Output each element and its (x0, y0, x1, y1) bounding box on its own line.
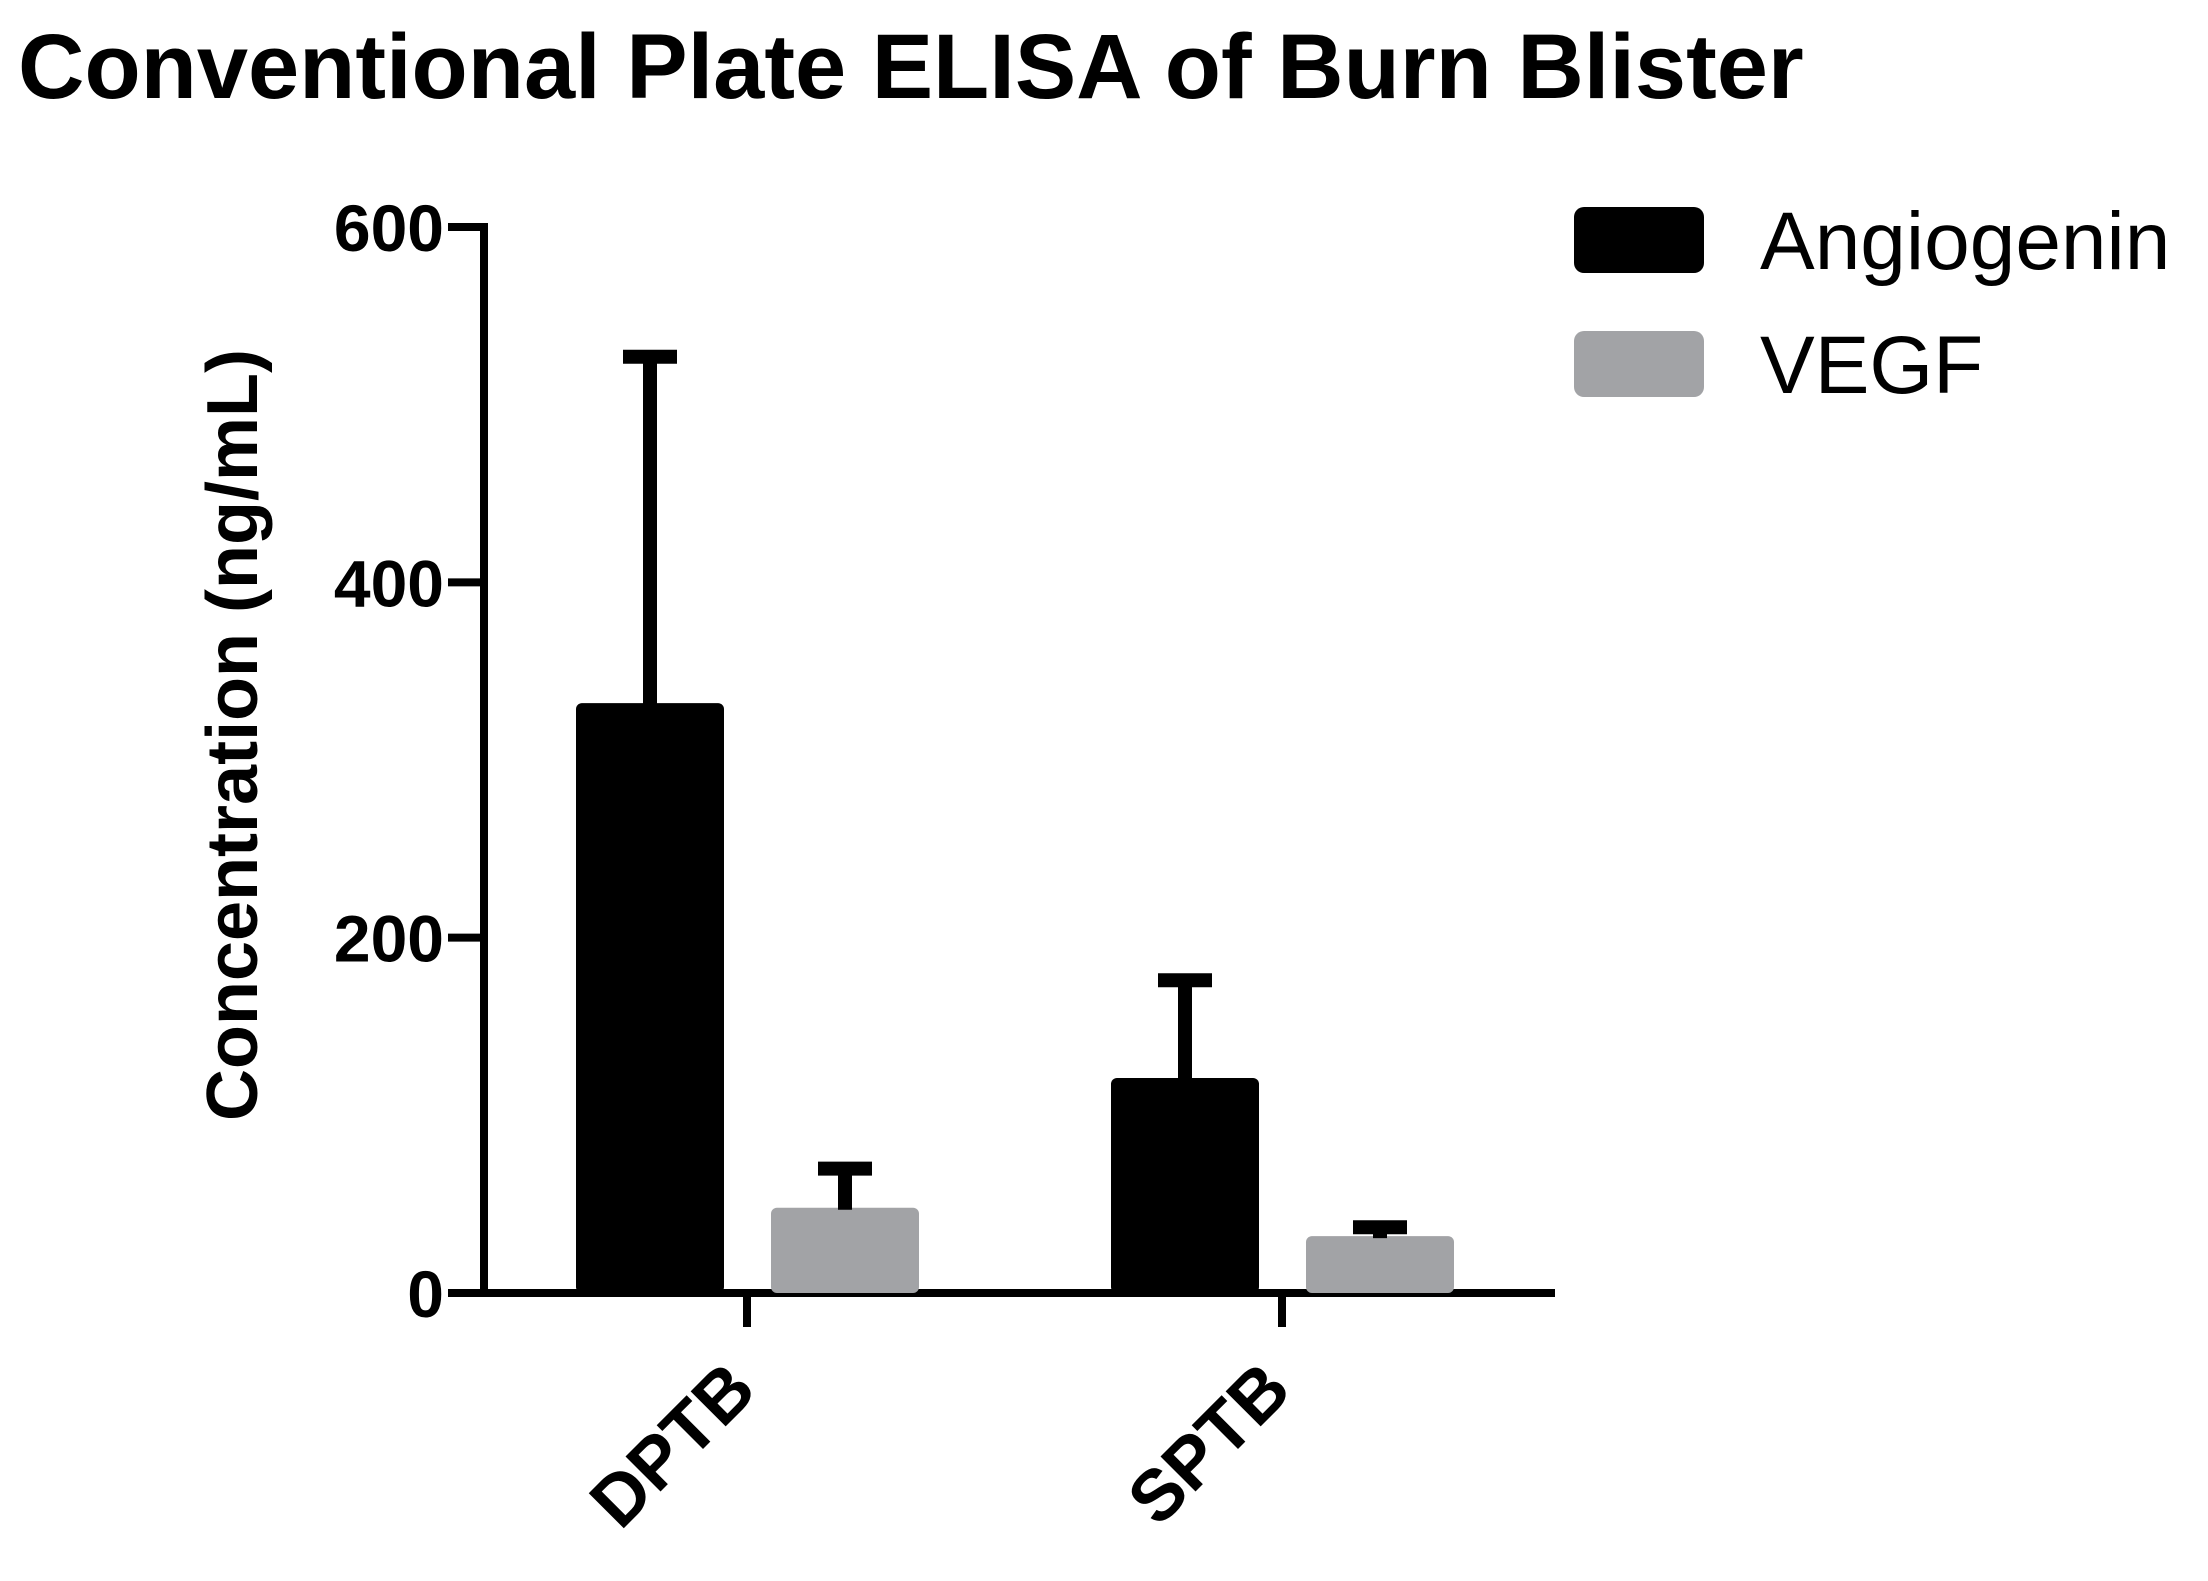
legend-label: Angiogenin (1760, 196, 2170, 287)
plot-area: 0 200 400 600 DPTB SPTB (334, 191, 1555, 1543)
bar-vegf-dptb (771, 1207, 919, 1293)
legend-swatch (1574, 207, 1704, 273)
y-tick-label: 600 (334, 191, 444, 265)
x-tick-label: SPTB (1113, 1348, 1305, 1540)
y-tick-label: 400 (334, 546, 444, 620)
x-tick-label: DPTB (575, 1348, 770, 1543)
legend-swatch (1574, 331, 1704, 397)
bar-angiogenin-dptb (576, 703, 724, 1293)
y-tick-label: 0 (407, 1257, 444, 1331)
legend: Angiogenin VEGF (1574, 196, 2170, 411)
bar-vegf-sptb (1306, 1236, 1454, 1293)
bar-angiogenin-sptb (1111, 1078, 1259, 1293)
y-tick-label: 200 (334, 902, 444, 976)
y-axis-label: Concentration (ng/mL) (193, 349, 273, 1121)
chart-title: Conventional Plate ELISA of Burn Blister (18, 16, 1804, 118)
legend-label: VEGF (1760, 320, 1983, 411)
